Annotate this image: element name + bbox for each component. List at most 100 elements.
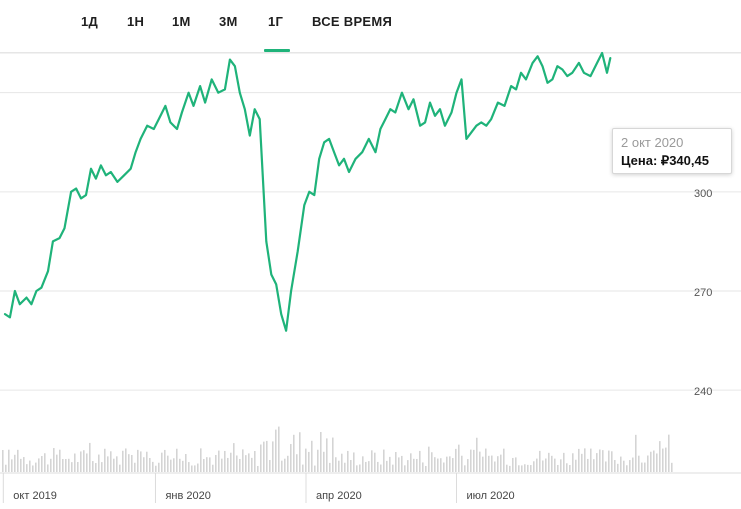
volume-bar <box>611 451 613 472</box>
price-point <box>455 92 458 94</box>
price-point <box>313 194 315 196</box>
volume-bar <box>137 449 139 472</box>
volume-bar <box>161 452 163 472</box>
volume-bar <box>299 432 301 472</box>
volume-bar <box>101 462 103 472</box>
volume-bar <box>662 448 664 472</box>
price-point <box>379 128 382 130</box>
volume-bar <box>185 453 187 472</box>
price-point <box>531 62 534 64</box>
volume-bar <box>656 453 658 472</box>
tab-1d[interactable]: 1Д <box>81 14 99 29</box>
volume-bar <box>581 453 583 472</box>
volume-bar <box>125 448 127 472</box>
volume-bar <box>500 454 502 472</box>
volume-bar <box>602 450 604 472</box>
price-point <box>460 78 463 81</box>
volume-bar <box>512 457 514 472</box>
price-point <box>25 297 28 299</box>
volume-bar <box>290 444 292 472</box>
volume-bar <box>164 449 166 472</box>
price-point <box>434 115 436 117</box>
volume-bar <box>116 456 118 472</box>
volume-bar <box>608 450 610 472</box>
volume-bar <box>644 462 646 472</box>
price-point <box>485 125 487 127</box>
volume-bar <box>104 448 106 472</box>
volume-bar <box>332 437 334 472</box>
volume-bar <box>416 458 418 472</box>
volume-bar <box>302 464 304 472</box>
price-point <box>285 330 287 332</box>
tab-3m[interactable]: 3М <box>219 14 238 29</box>
volume-bar <box>392 464 394 472</box>
volume-bar <box>260 444 262 472</box>
price-point <box>116 181 119 183</box>
volume-bar <box>158 462 160 472</box>
price-point <box>19 303 21 305</box>
volume-bar <box>287 455 289 472</box>
volume-bar <box>497 456 499 472</box>
volume-bar <box>170 459 172 472</box>
price-point <box>135 151 137 153</box>
price-point <box>58 237 61 239</box>
tab-1y[interactable]: 1Г <box>268 14 284 29</box>
tab-1m[interactable]: 1М <box>172 14 191 29</box>
volume-bar <box>422 462 424 472</box>
volume-bar <box>593 459 595 472</box>
price-point <box>164 105 167 107</box>
price-point <box>609 57 611 59</box>
volume-bar <box>320 431 322 472</box>
price-point <box>355 158 357 160</box>
volume-bar <box>293 434 295 472</box>
price-point <box>328 138 330 140</box>
volume-bar <box>218 450 220 472</box>
price-point <box>30 303 33 305</box>
volume-bar <box>560 459 562 472</box>
price-tooltip: 2 окт 2020 Цена: ₽340,45 <box>612 128 732 174</box>
volume-bar <box>308 451 310 472</box>
volume-bar <box>626 465 628 472</box>
volume-bar <box>113 458 115 472</box>
volume-bar <box>515 457 517 472</box>
price-point <box>401 92 403 94</box>
volume-bar <box>641 462 643 472</box>
volume-bar <box>437 458 439 472</box>
price-point <box>374 151 377 153</box>
volume-bar <box>14 454 16 472</box>
volume-bar <box>119 464 121 472</box>
volume-bar <box>587 458 589 472</box>
volume-bar <box>629 460 631 472</box>
price-point <box>465 138 468 140</box>
volume-bar <box>575 459 577 472</box>
volume-bar <box>620 456 622 472</box>
volume-bar <box>68 458 70 472</box>
volume-bar <box>317 449 319 472</box>
y-tick-label: 270 <box>694 287 712 299</box>
volume-bar <box>521 465 523 472</box>
price-point <box>429 101 431 104</box>
price-point <box>556 65 559 67</box>
volume-bar <box>11 459 13 472</box>
volume-bar <box>635 434 637 472</box>
volume-bar <box>80 451 82 472</box>
volume-bar <box>326 438 328 472</box>
price-point <box>525 78 527 81</box>
price-point <box>571 72 573 74</box>
price-point <box>224 88 226 90</box>
volume-bar <box>323 451 325 472</box>
price-point <box>450 111 453 114</box>
price-point <box>394 111 396 114</box>
price-point <box>35 290 37 292</box>
tab-1w[interactable]: 1Н <box>127 14 145 29</box>
price-point <box>275 283 277 285</box>
tab-all-time[interactable]: ВСЕ ВРЕМЯ <box>312 14 393 29</box>
price-point <box>169 121 171 124</box>
volume-bar <box>548 452 550 472</box>
volume-bar <box>92 461 94 472</box>
volume-bar <box>485 448 487 472</box>
y-tick-label: 300 <box>694 188 712 200</box>
volume-bar <box>221 458 223 472</box>
volume-bar <box>425 465 427 472</box>
